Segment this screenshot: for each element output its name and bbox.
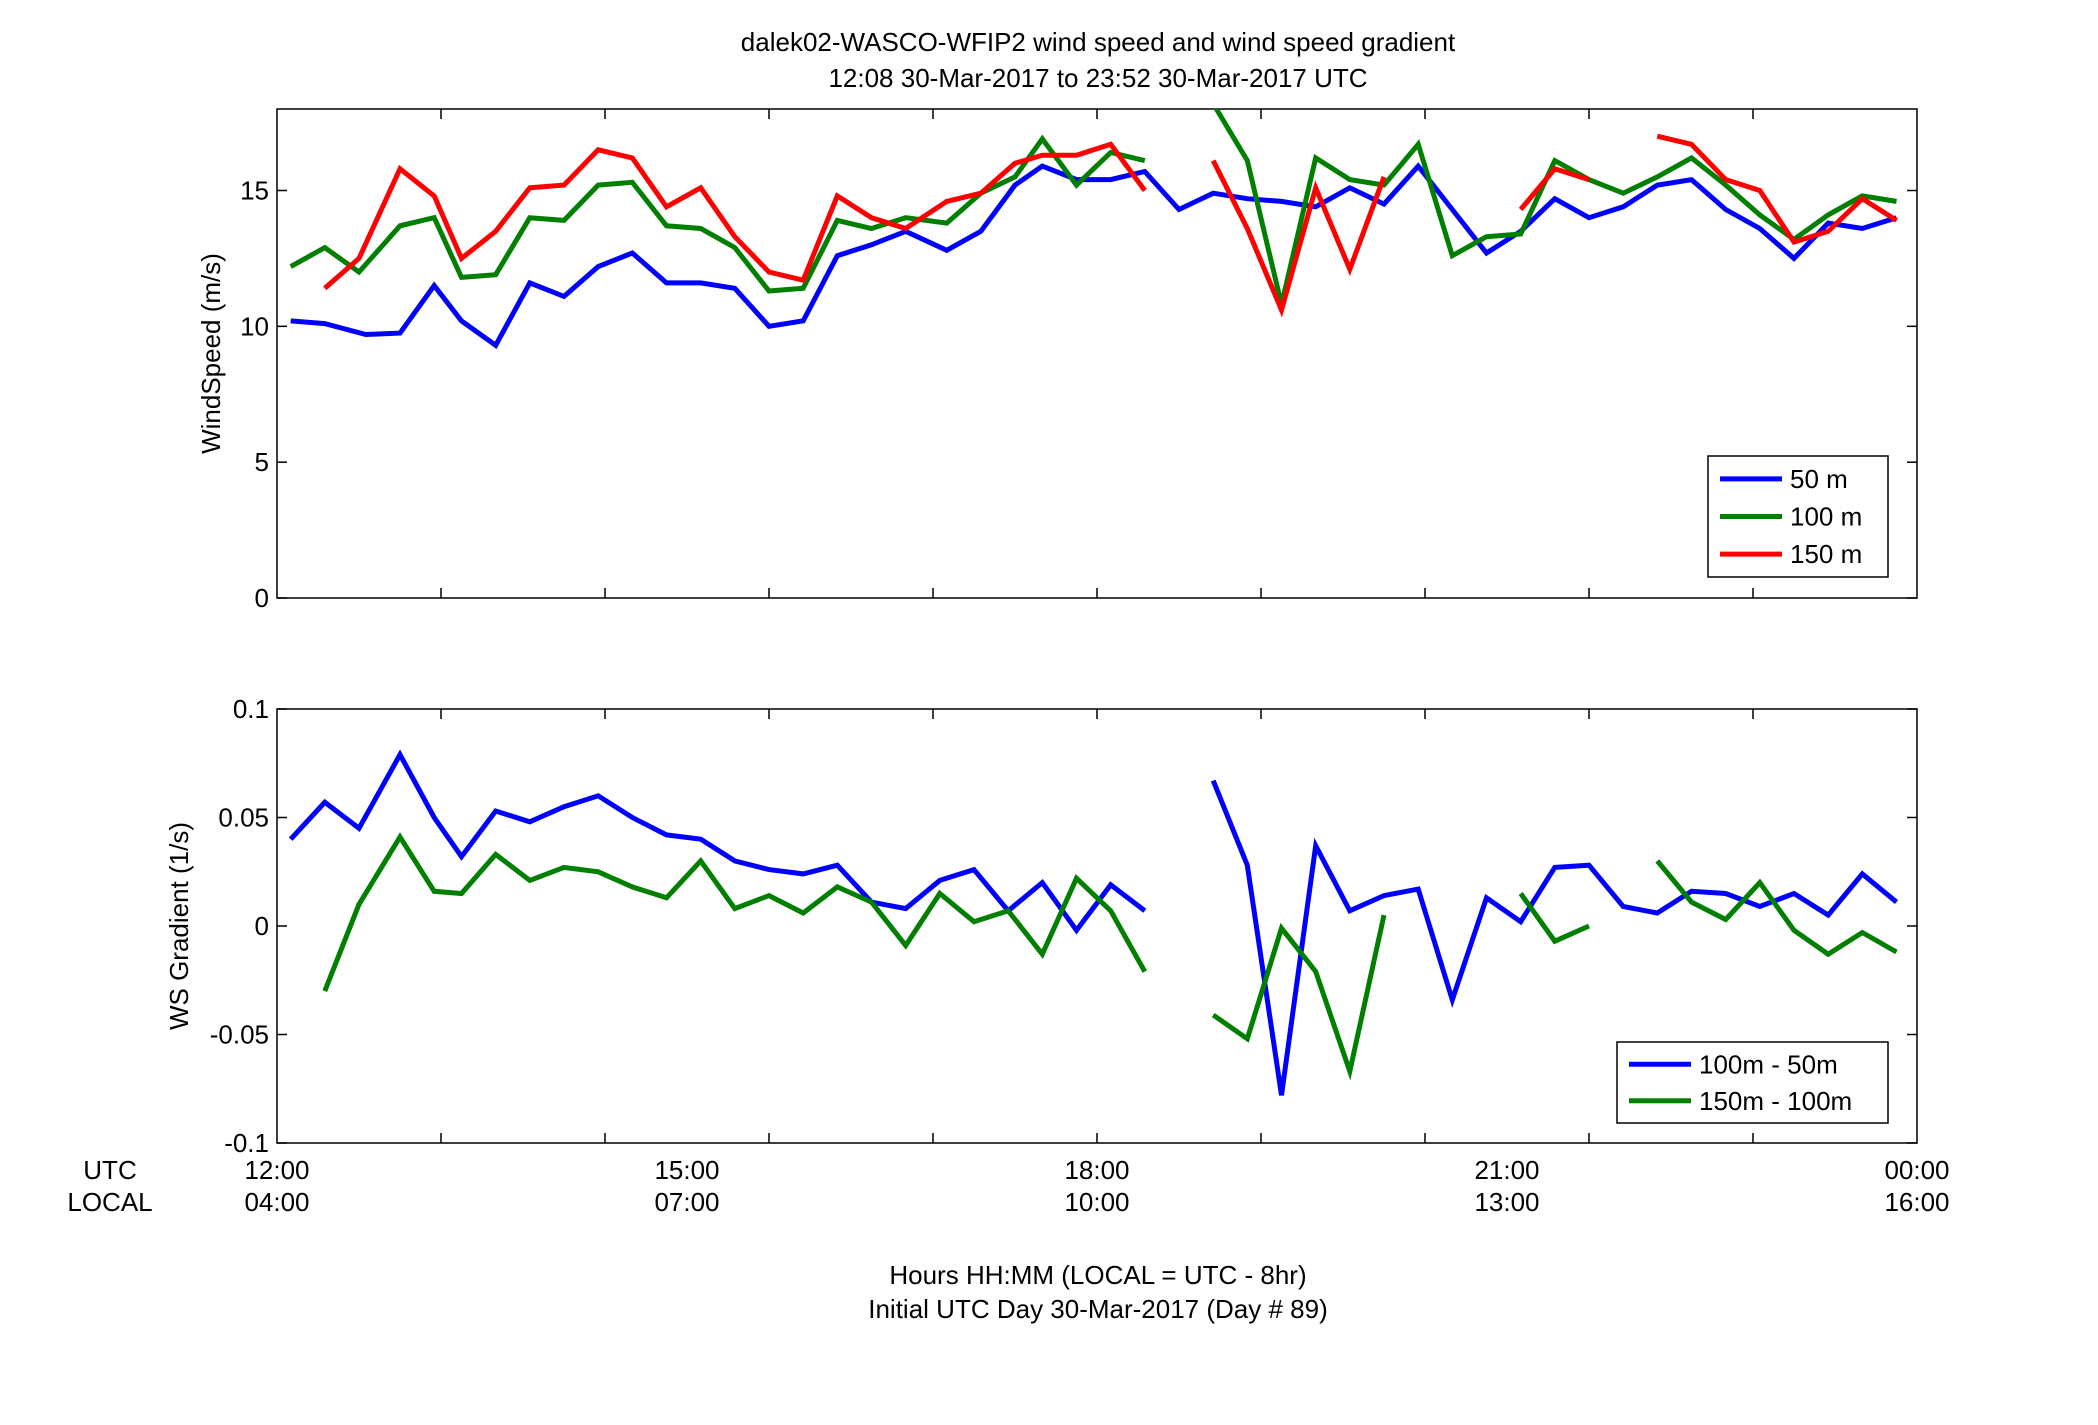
x-tick-label-utc: 18:00 bbox=[1064, 1155, 1129, 1185]
gradient-legend bbox=[1616, 1041, 1889, 1124]
x-tick-label-local: 07:00 bbox=[654, 1187, 719, 1217]
x-row-label-local: LOCAL bbox=[67, 1187, 152, 1217]
x-row-label-utc: UTC bbox=[83, 1155, 136, 1185]
windspeed-plot-frame bbox=[276, 108, 1918, 599]
x-tick-label-utc: 12:00 bbox=[244, 1155, 309, 1185]
gradient-y-tick-label: -0.05 bbox=[210, 1020, 269, 1050]
windspeed-series-line-100-m bbox=[289, 109, 1897, 306]
gradient-series-line-100m-50m bbox=[288, 749, 1899, 1096]
x-axis-label-line1: Hours HH:MM (LOCAL = UTC - 8hr) bbox=[889, 1260, 1306, 1290]
gradient-y-axis-label: WS Gradient (1/s) bbox=[164, 822, 194, 1030]
x-tick-label-local: 10:00 bbox=[1064, 1187, 1129, 1217]
windspeed-legend-label: 150 m bbox=[1790, 539, 1862, 569]
windspeed-series-line-50-m bbox=[290, 162, 1898, 349]
windspeed-legend-label: 50 m bbox=[1790, 464, 1848, 494]
gradient-panel: -0.1 -0.05 0 0.05 0.1 WS Gradient (1/s) 100m -… bbox=[164, 694, 1918, 1158]
gradient-y-tick-label: 0 bbox=[255, 911, 269, 941]
chart-title-line1: dalek02-WASCO-WFIP2 wind speed and wind … bbox=[741, 27, 1456, 57]
gradient-y-tick-label: 0.1 bbox=[233, 694, 269, 724]
x-tick-label-utc: 21:00 bbox=[1474, 1155, 1539, 1185]
windspeed-y-axis-label: WindSpeed (m/s) bbox=[196, 253, 226, 454]
windspeed-legend-label: 100 m bbox=[1790, 502, 1862, 532]
windspeed-y-tick-label: 10 bbox=[240, 311, 269, 341]
x-tick-label-utc: 15:00 bbox=[654, 1155, 719, 1185]
x-tick-label-local: 04:00 bbox=[244, 1187, 309, 1217]
x-tick-label-local: 13:00 bbox=[1474, 1187, 1539, 1217]
gradient-y-tick-label: 0.05 bbox=[218, 803, 269, 833]
gradient-legend-label: 150m - 100m bbox=[1699, 1086, 1852, 1116]
windspeed-y-tick-label: 15 bbox=[240, 176, 269, 206]
windspeed-panel: 0 5 10 15 WindSpeed (m/s) 50 m 100 m 150 m bbox=[196, 108, 1918, 613]
windspeed-series-line-150-m bbox=[323, 133, 1898, 318]
gradient-series-line-150m-100m bbox=[322, 832, 1898, 1081]
gradient-legend-label: 100m - 50m bbox=[1699, 1049, 1838, 1079]
x-tick-label-utc: 00:00 bbox=[1884, 1155, 1949, 1185]
x-axis-label-line2: Initial UTC Day 30-Mar-2017 (Day # 89) bbox=[868, 1294, 1328, 1324]
windspeed-y-tick-label: 5 bbox=[255, 447, 269, 477]
windspeed-y-tick-label: 0 bbox=[255, 583, 269, 613]
x-tick-label-local: 16:00 bbox=[1884, 1187, 1949, 1217]
chart-title-line2: 12:08 30-Mar-2017 to 23:52 30-Mar-2017 U… bbox=[828, 63, 1367, 93]
gradient-y-tick-label: -0.1 bbox=[224, 1128, 269, 1158]
